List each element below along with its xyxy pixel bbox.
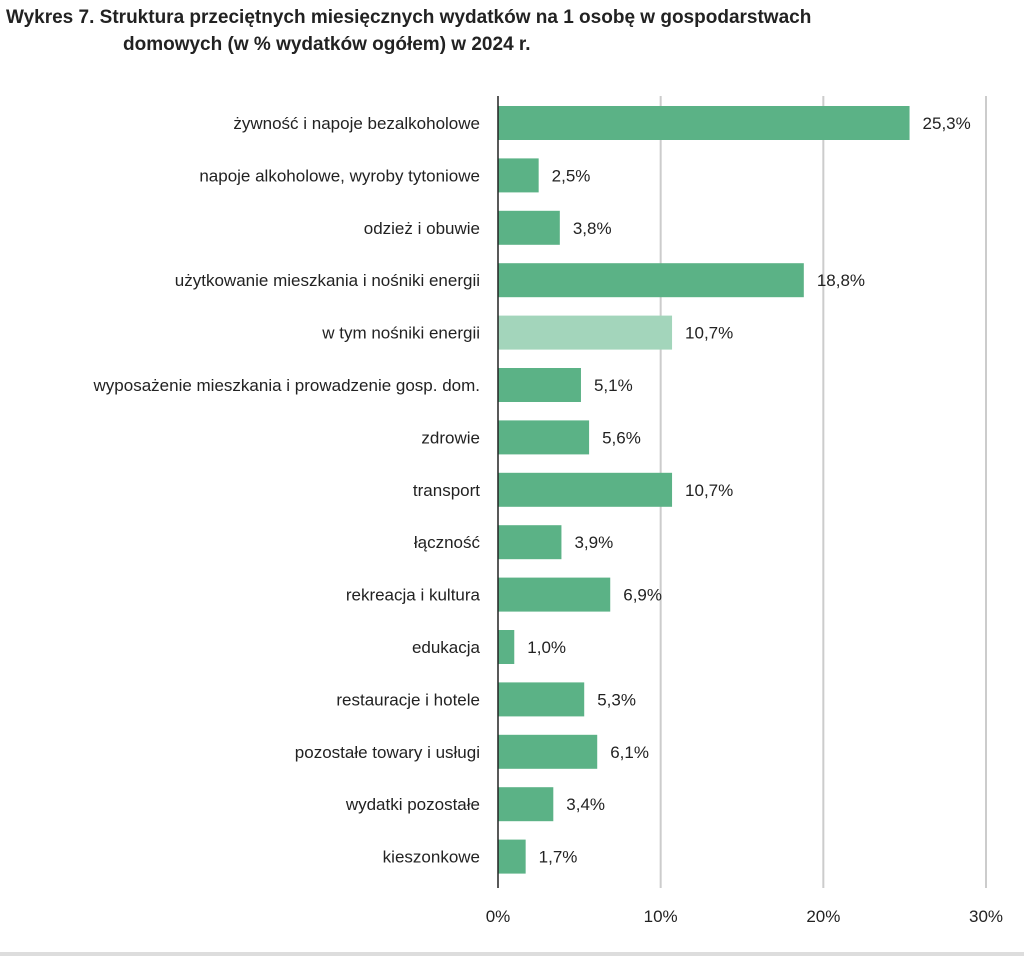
- bar-11: [498, 682, 585, 717]
- category-label-8: łączność: [414, 533, 481, 552]
- value-label-9: 6,9%: [623, 586, 662, 605]
- value-label-1: 2,5%: [552, 166, 591, 185]
- x-tick-label-20: 20%: [806, 907, 840, 926]
- bar-2: [498, 210, 560, 245]
- value-label-7: 10,7%: [685, 481, 733, 500]
- value-label-6: 5,6%: [602, 428, 641, 447]
- category-label-9: rekreacja i kultura: [346, 586, 481, 605]
- bar-9: [498, 577, 611, 612]
- value-label-0: 25,3%: [923, 114, 971, 133]
- bar-7: [498, 472, 673, 507]
- chart-title: Wykres 7. Struktura przeciętnych miesięc…: [6, 4, 1006, 58]
- category-label-5: wyposażenie mieszkania i prowadzenie gos…: [93, 376, 480, 395]
- bar-12: [498, 734, 598, 769]
- value-label-13: 3,4%: [566, 795, 605, 814]
- category-label-13: wydatki pozostałe: [345, 795, 480, 814]
- value-label-2: 3,8%: [573, 219, 612, 238]
- bottom-divider: [0, 952, 1024, 956]
- chart-title-prefix: Wykres 7.: [6, 7, 95, 28]
- category-label-10: edukacja: [412, 638, 481, 657]
- bar-1: [498, 158, 539, 193]
- chart-title-line1: Struktura przeciętnych miesięcznych wyda…: [99, 7, 812, 28]
- value-label-3: 18,8%: [817, 271, 865, 290]
- value-label-10: 1,0%: [527, 638, 566, 657]
- category-label-7: transport: [413, 481, 480, 500]
- value-label-11: 5,3%: [597, 690, 636, 709]
- x-tick-label-30: 30%: [969, 907, 1003, 926]
- x-tick-label-10: 10%: [644, 907, 678, 926]
- value-label-5: 5,1%: [594, 376, 633, 395]
- category-label-0: żywność i napoje bezalkoholowe: [233, 114, 480, 133]
- value-label-14: 1,7%: [539, 848, 578, 867]
- bar-6: [498, 420, 590, 455]
- chart-title-line2: domowych (w % wydatków ogółem) w 2024 r.: [123, 34, 531, 55]
- category-label-3: użytkowanie mieszkania i nośniki energii: [175, 271, 480, 290]
- category-label-14: kieszonkowe: [383, 848, 480, 867]
- category-label-11: restauracje i hotele: [336, 690, 480, 709]
- value-label-4: 10,7%: [685, 324, 733, 343]
- category-label-1: napoje alkoholowe, wyroby tytoniowe: [199, 166, 480, 185]
- bar-10: [498, 630, 515, 664]
- category-label-12: pozostałe towary i usługi: [295, 743, 480, 762]
- bar-13: [498, 787, 554, 822]
- category-label-4: w tym nośniki energii: [321, 324, 480, 343]
- bar-5: [498, 368, 581, 402]
- category-label-2: odzież i obuwie: [364, 219, 480, 238]
- bar-14: [498, 839, 526, 874]
- x-tick-label-0: 0%: [486, 907, 511, 926]
- bar-3: [498, 263, 804, 298]
- value-label-8: 3,9%: [574, 533, 613, 552]
- bar-8: [498, 525, 562, 560]
- category-label-6: zdrowie: [421, 428, 480, 447]
- bar-4: [498, 315, 673, 350]
- value-label-12: 6,1%: [610, 743, 649, 762]
- bar-0: [498, 106, 910, 140]
